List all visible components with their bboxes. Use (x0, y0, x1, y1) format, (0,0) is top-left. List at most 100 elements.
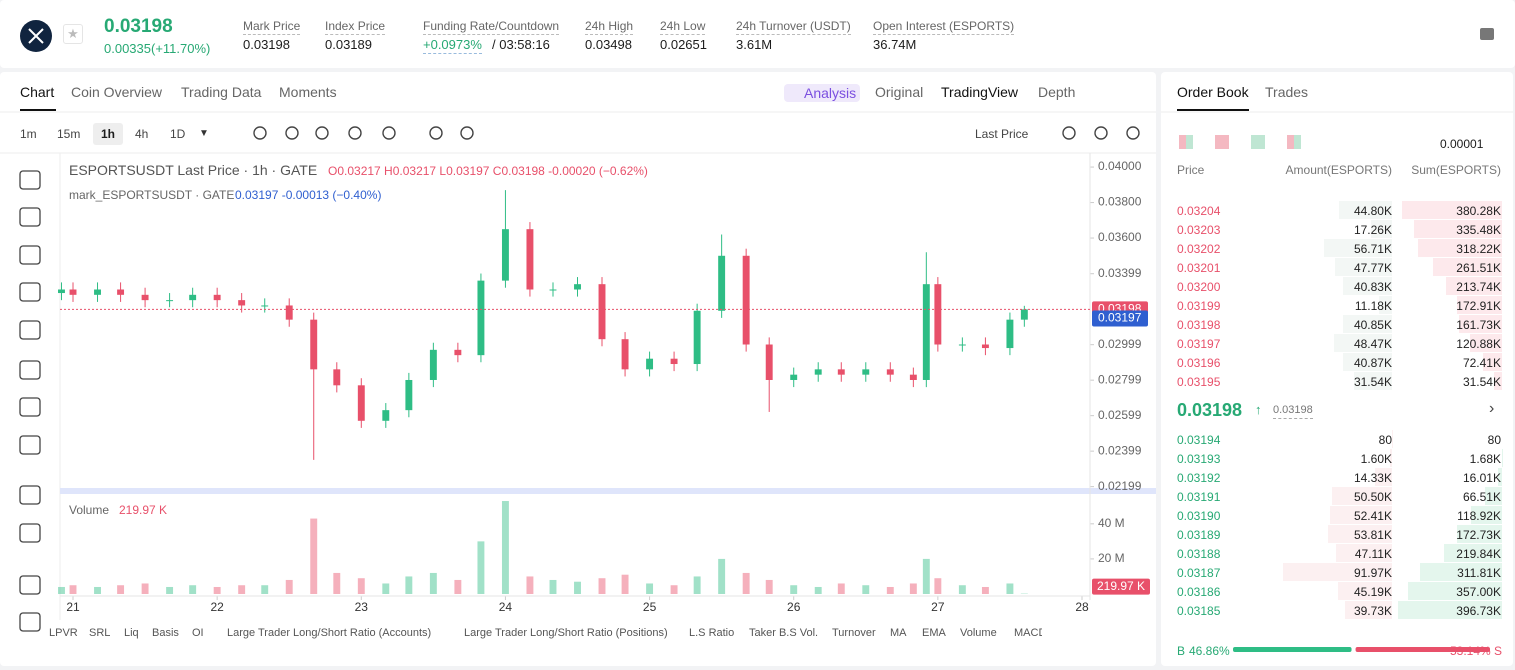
indicator-tab[interactable]: Liq (124, 627, 139, 639)
candle-body (1020, 309, 1028, 320)
depth-bar (1459, 315, 1502, 333)
indicator-tab[interactable]: Volume (960, 627, 997, 639)
amount-bar (1335, 544, 1392, 562)
amount-bar (1331, 487, 1392, 505)
ob-cell: 47.11K (1354, 547, 1392, 561)
stat-label: Mark Price (243, 19, 301, 35)
indicator-tab[interactable]: Basis (152, 627, 179, 639)
interval[interactable]: 1m (20, 127, 37, 141)
view-tab[interactable]: Depth (1038, 84, 1076, 100)
indicator-tab[interactable]: OI (192, 627, 204, 639)
candle-body (310, 319, 318, 370)
ob-cell: 66.51K (1462, 490, 1501, 504)
chart-tab[interactable]: Chart (20, 84, 55, 100)
stat-label: Funding Rate/Countdown (423, 19, 560, 35)
volume-bar (742, 572, 750, 594)
candle-body (598, 284, 606, 340)
interval[interactable]: 1D (170, 127, 186, 141)
ob-cell: 0.03186 (1177, 585, 1221, 599)
depth-bar (1413, 220, 1502, 238)
ob-more[interactable]: › (1489, 400, 1495, 417)
chart-tab[interactable]: Trading Data (181, 84, 262, 100)
tool-icon (19, 245, 41, 265)
ob-cell: 0.03196 (1177, 356, 1221, 370)
ob-cell: 0.03198 (1177, 318, 1221, 332)
volume-bar (922, 558, 930, 594)
depth-bar (1408, 582, 1502, 600)
ob-cell: 0.03193 (1177, 452, 1221, 466)
mid-price: 0.03198 (1177, 400, 1243, 420)
x-tick-label: 22 (210, 600, 224, 614)
view-tab[interactable]: Analysis (784, 84, 861, 102)
ob-cell: 213.74K (1456, 280, 1501, 294)
toolbar-icon (382, 126, 396, 140)
candle-body (922, 284, 930, 380)
ob-cell: 50.50K (1353, 490, 1392, 504)
depth-bar (1419, 563, 1502, 581)
depth-bar (1456, 296, 1502, 314)
depth-bar (1397, 601, 1502, 619)
stat-value: 3.61M (736, 37, 773, 52)
candle-body (670, 358, 678, 365)
ob-cell: 0.03191 (1177, 490, 1221, 504)
view-tab[interactable]: TradingView (941, 84, 1019, 100)
volume-bar (837, 583, 845, 594)
indicator-tab[interactable]: Taker B.S Vol. (749, 627, 819, 639)
tool-icon (19, 575, 41, 595)
candle-body (886, 369, 894, 375)
ob-cell: 0.03188 (1177, 547, 1221, 561)
ob-tab[interactable]: Trades (1265, 84, 1309, 100)
amount-bar (1282, 563, 1392, 581)
ob-cell: 40.85K (1353, 318, 1392, 332)
interval[interactable]: 4h (135, 127, 149, 141)
candle-body (718, 255, 726, 311)
view-tab[interactable]: Original (875, 84, 924, 100)
ob-cell: 172.73K (1456, 528, 1501, 542)
candle-body (94, 289, 101, 295)
interval[interactable]: 15m (57, 127, 81, 141)
volume-bar (693, 576, 701, 594)
toolbar-icon (348, 126, 362, 140)
interval[interactable]: 1h (93, 123, 124, 145)
indicator-tab[interactable]: L.S Ratio (689, 627, 735, 639)
amount-bar (1334, 334, 1392, 352)
stat-label: Open Interest (ESPORTS) (873, 19, 1015, 35)
volume-bar (621, 574, 629, 594)
indicator-tab[interactable]: LPVR (49, 627, 78, 639)
ob-precision[interactable]: 0.00001 (1440, 137, 1484, 151)
indicator-tab[interactable]: Turnover (832, 627, 876, 639)
indicator-tab[interactable]: SRL (89, 627, 111, 639)
ob-tab[interactable]: Order Book (1177, 84, 1249, 100)
depth-bar (1444, 544, 1502, 562)
tool-icon (19, 523, 41, 543)
volume-bar (189, 585, 197, 594)
notes-icon[interactable] (1480, 28, 1494, 40)
price-source[interactable]: Last Price (975, 127, 1029, 141)
ob-cell: 80 (1378, 433, 1392, 447)
ob-cell: 0.03199 (1177, 299, 1221, 313)
toolbar-icon (285, 126, 299, 140)
candle-body (549, 289, 557, 291)
indicator-tab[interactable]: EMA (922, 627, 946, 639)
ob-cell: 357.00K (1456, 585, 1501, 599)
ob-view-icon (1179, 135, 1186, 149)
amount-bar (1344, 601, 1392, 619)
indicator-tab[interactable]: MA (890, 627, 907, 639)
indicator-tab[interactable]: Large Trader Long/Short Ratio (Accounts) (227, 627, 432, 639)
ob-view-icon (1287, 135, 1294, 149)
ob-cell: 0.03187 (1177, 566, 1221, 580)
amount-bar (1343, 277, 1392, 295)
tool-icon (19, 320, 41, 340)
favorite[interactable]: ★ (63, 24, 83, 44)
chart-tab[interactable]: Coin Overview (71, 84, 163, 100)
ob-cell: 11.18K (1354, 299, 1392, 313)
indicator-tab[interactable]: Large Trader Long/Short Ratio (Positions… (464, 627, 668, 639)
volume-bar (718, 558, 726, 594)
ob-cell: 53.81K (1353, 528, 1392, 542)
volume-bar (405, 576, 413, 594)
x-tick-label: 23 (355, 600, 369, 614)
indicator-tab[interactable]: MACD (1014, 627, 1042, 639)
chart-tab[interactable]: Moments (279, 84, 337, 100)
stat-value: 36.74M (873, 37, 917, 52)
tool-icon (19, 360, 41, 380)
